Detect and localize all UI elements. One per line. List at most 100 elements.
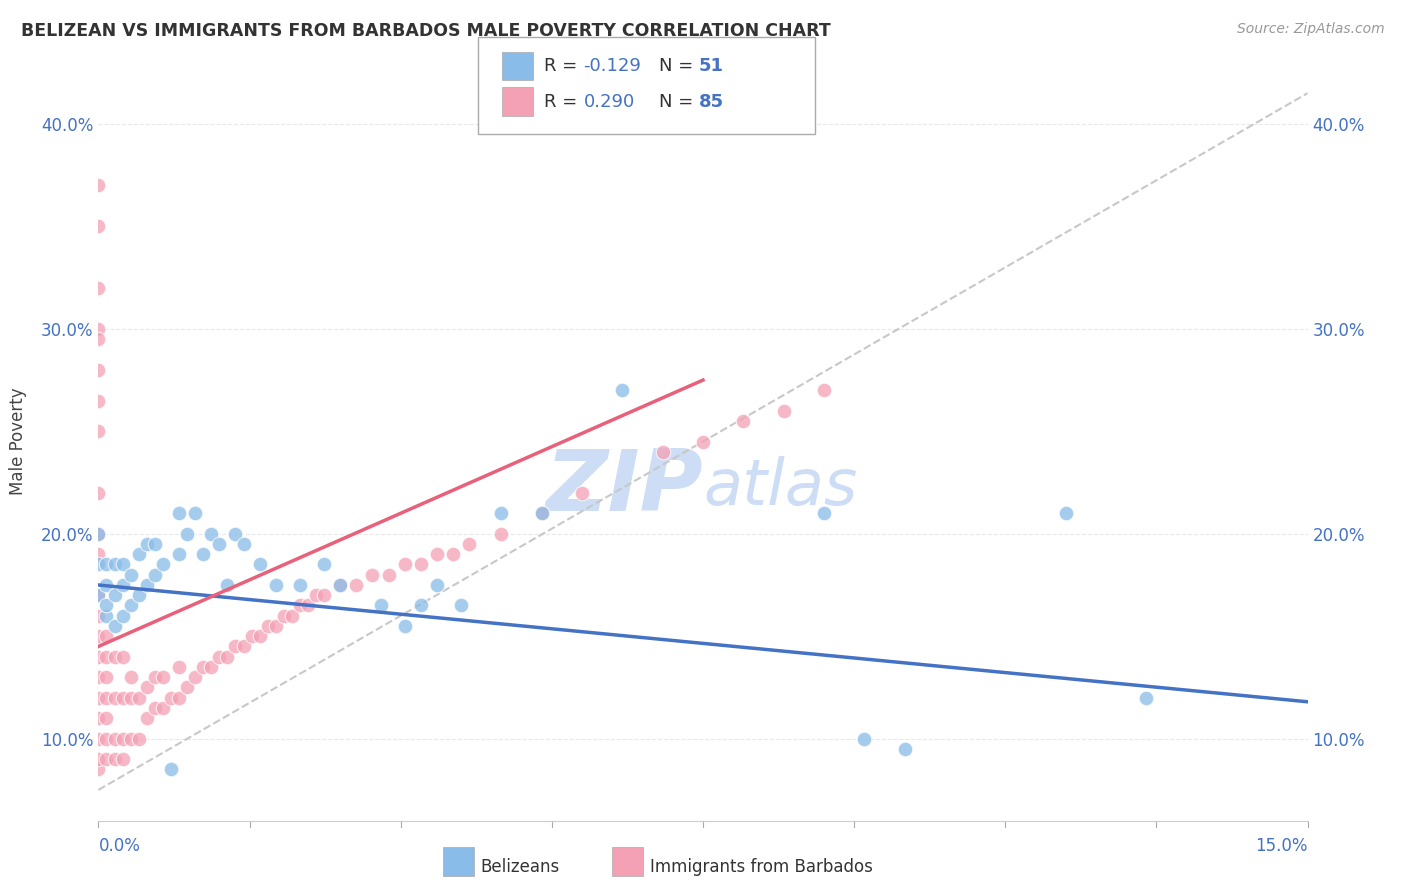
Point xyxy=(217,578,239,592)
Point xyxy=(111,752,134,766)
Point xyxy=(87,219,110,234)
Point xyxy=(184,670,207,684)
Point xyxy=(87,711,110,725)
Point xyxy=(200,660,222,674)
Point xyxy=(264,619,287,633)
Point xyxy=(135,537,157,551)
Point xyxy=(152,558,174,572)
Point xyxy=(87,670,110,684)
Point xyxy=(426,578,449,592)
Point xyxy=(143,537,166,551)
Point xyxy=(772,404,794,418)
Point xyxy=(143,567,166,582)
Point xyxy=(193,547,215,561)
Point xyxy=(1135,690,1157,705)
Point xyxy=(135,711,157,725)
Point xyxy=(120,670,142,684)
Point xyxy=(441,547,464,561)
Point xyxy=(87,178,110,193)
Point xyxy=(530,506,553,520)
Point xyxy=(314,588,336,602)
Point xyxy=(232,640,254,654)
Point xyxy=(103,731,125,746)
Point xyxy=(87,558,110,572)
Point xyxy=(128,731,150,746)
Point xyxy=(87,547,110,561)
Point xyxy=(224,640,246,654)
Point xyxy=(120,599,142,613)
Point xyxy=(103,619,125,633)
Point xyxy=(87,322,110,336)
Point xyxy=(87,526,110,541)
Point xyxy=(103,649,125,664)
Point xyxy=(120,731,142,746)
Point xyxy=(120,690,142,705)
Point xyxy=(87,425,110,439)
Point xyxy=(111,649,134,664)
Point xyxy=(297,599,319,613)
Point xyxy=(87,485,110,500)
Point xyxy=(612,384,634,398)
Point xyxy=(111,690,134,705)
Text: 15.0%: 15.0% xyxy=(1256,837,1308,855)
Point xyxy=(167,660,190,674)
Point xyxy=(176,526,198,541)
Point xyxy=(249,558,271,572)
Point xyxy=(692,434,714,449)
Point xyxy=(128,690,150,705)
Point xyxy=(152,670,174,684)
Point xyxy=(256,619,278,633)
Point xyxy=(571,485,593,500)
Point xyxy=(135,681,157,695)
Point xyxy=(651,444,673,458)
Point xyxy=(87,281,110,295)
Point xyxy=(450,599,472,613)
Text: ZIP: ZIP xyxy=(546,445,703,529)
Point xyxy=(305,588,328,602)
Point xyxy=(314,558,336,572)
Point xyxy=(87,393,110,408)
Point xyxy=(96,670,118,684)
Text: 51: 51 xyxy=(699,57,724,75)
Point xyxy=(143,670,166,684)
Point xyxy=(103,558,125,572)
Text: N =: N = xyxy=(659,93,699,111)
Point xyxy=(87,608,110,623)
Point xyxy=(87,588,110,602)
Point xyxy=(813,384,835,398)
Point xyxy=(200,526,222,541)
Point xyxy=(96,731,118,746)
Point xyxy=(329,578,352,592)
Point xyxy=(87,588,110,602)
Point xyxy=(394,558,416,572)
Point xyxy=(409,558,432,572)
Point xyxy=(264,578,287,592)
Point xyxy=(176,681,198,695)
Text: R =: R = xyxy=(544,93,583,111)
Point xyxy=(87,731,110,746)
Text: R =: R = xyxy=(544,57,583,75)
Point xyxy=(120,567,142,582)
Point xyxy=(167,547,190,561)
Text: 0.0%: 0.0% xyxy=(98,837,141,855)
Point xyxy=(370,599,392,613)
Point xyxy=(208,537,231,551)
Point xyxy=(96,690,118,705)
Point xyxy=(409,599,432,613)
Point xyxy=(224,526,246,541)
Y-axis label: Male Poverty: Male Poverty xyxy=(10,388,27,495)
Point xyxy=(96,599,118,613)
Text: Immigrants from Barbados: Immigrants from Barbados xyxy=(650,858,873,876)
Point xyxy=(96,711,118,725)
Point xyxy=(249,629,271,643)
Text: Source: ZipAtlas.com: Source: ZipAtlas.com xyxy=(1237,22,1385,37)
Point xyxy=(853,731,876,746)
Point xyxy=(87,763,110,777)
Point xyxy=(143,701,166,715)
Text: atlas: atlas xyxy=(703,456,858,518)
Point xyxy=(111,731,134,746)
Point xyxy=(152,701,174,715)
Point xyxy=(87,629,110,643)
Point xyxy=(893,742,915,756)
Text: BELIZEAN VS IMMIGRANTS FROM BARBADOS MALE POVERTY CORRELATION CHART: BELIZEAN VS IMMIGRANTS FROM BARBADOS MAL… xyxy=(21,22,831,40)
